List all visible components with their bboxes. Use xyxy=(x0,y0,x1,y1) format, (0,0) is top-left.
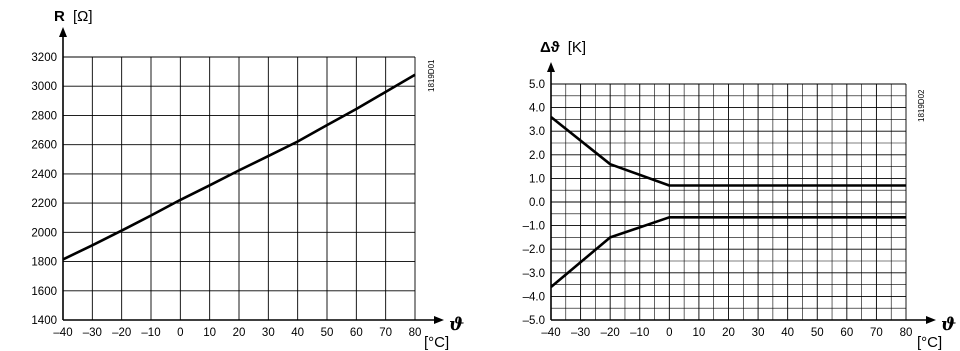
chart1-y-tick-label: 2600 xyxy=(31,140,57,152)
chart1-axes xyxy=(59,27,444,324)
chart1-x-tick-label: 0 xyxy=(177,327,183,339)
chart1-y-tick-label: 1600 xyxy=(31,286,57,298)
chart1-y-tick-label: 1400 xyxy=(31,315,57,327)
chart2-y-unit: [K] xyxy=(568,39,586,56)
chart2-series xyxy=(550,115,906,288)
chart2-x-tick-label: –30 xyxy=(571,327,590,339)
chart2-y-tick-label: 1.0 xyxy=(529,173,545,185)
chart2-x-tick-label: 0 xyxy=(666,327,672,339)
chart2-x-tick-label: 50 xyxy=(811,327,824,339)
chart2-x-tick-label: 80 xyxy=(900,327,913,339)
chart1-figure-code: 1819D01 xyxy=(427,59,436,92)
chart1-x-tick-label: 50 xyxy=(321,327,334,339)
tolerance-chart: –40 –30 –20 –10 0 10 20 30 40 50 60 70 80 –5.0 –4.0 –3… xyxy=(523,39,957,351)
chart2-y-tick-label: 0.0 xyxy=(529,197,545,209)
chart1-y-tick-label: 2800 xyxy=(31,110,57,122)
chart1-x-tick-label: –10 xyxy=(141,327,160,339)
chart2-y-symbol: Δϑ xyxy=(540,39,560,56)
chart2-x-unit: [°C] xyxy=(917,334,942,351)
chart1-x-tick-label: 30 xyxy=(262,327,275,339)
chart1-x-tick-labels: –40 –30 –20 –10 0 10 20 30 40 50 60 70 80 xyxy=(53,327,421,339)
chart2-y-tick-label: –3.0 xyxy=(523,268,545,280)
chart2-x-tick-label: –20 xyxy=(601,327,620,339)
chart2-x-tick-label: 10 xyxy=(693,327,706,339)
chart1-x-tick-label: 60 xyxy=(350,327,363,339)
chart1-y-unit: [Ω] xyxy=(73,8,93,25)
chart2-y-tick-label: –1.0 xyxy=(523,221,545,233)
chart1-y-tick-label: 1800 xyxy=(31,257,57,269)
chart2-x-tick-labels: –40 –30 –20 –10 0 10 20 30 40 50 60 70 80 xyxy=(541,327,912,339)
chart2-y-tick-label: –4.0 xyxy=(523,291,545,303)
resistance-chart: –40 –30 –20 –10 0 10 20 30 40 50 60 70 80 1400 1600 18… xyxy=(31,8,464,351)
chart1-y-tick-label: 2200 xyxy=(31,198,57,210)
chart1-y-axis-arrow xyxy=(59,27,67,37)
chart2-series-line-2 xyxy=(550,216,906,288)
chart1-x-tick-label: –30 xyxy=(83,327,102,339)
chart1-x-symbol: ϑ xyxy=(449,314,464,335)
chart1-x-tick-label: –20 xyxy=(112,327,131,339)
chart1-y-tick-label: 3000 xyxy=(31,81,57,93)
chart2-series-line-1 xyxy=(550,115,906,187)
chart2-figure-code: 1819D02 xyxy=(917,89,926,122)
chart2-x-tick-label: 60 xyxy=(840,327,853,339)
chart1-x-tick-label: 80 xyxy=(409,327,422,339)
chart2-y-tick-label: 2.0 xyxy=(529,150,545,162)
chart1-x-tick-label: 70 xyxy=(379,327,392,339)
chart2-x-tick-label: 40 xyxy=(781,327,794,339)
chart1-y-tick-label: 3200 xyxy=(31,52,57,64)
chart1-grid xyxy=(63,56,416,320)
chart1-x-axis-arrow xyxy=(434,316,444,324)
chart1-y-tick-label: 2000 xyxy=(31,227,57,239)
chart2-x-symbol: ϑ xyxy=(941,314,956,335)
chart2-x-tick-label: 30 xyxy=(752,327,765,339)
chart2-axes xyxy=(547,62,936,324)
chart2-y-axis-arrow xyxy=(547,62,555,72)
chart1-x-tick-label: 40 xyxy=(291,327,304,339)
chart1-y-tick-label: 2400 xyxy=(31,169,57,181)
chart2-y-tick-label: 3.0 xyxy=(529,126,545,138)
chart2-y-tick-label: 4.0 xyxy=(529,103,545,115)
chart2-y-axis-title: Δϑ [K] xyxy=(540,39,586,56)
chart2-y-tick-labels: –5.0 –4.0 –3.0 –2.0 –1.0 0.0 1.0 2.0 3.0 4.0 5.0 xyxy=(523,79,545,327)
chart2-x-tick-label: 70 xyxy=(870,327,883,339)
chart1-y-symbol: R xyxy=(54,8,65,25)
chart1-series xyxy=(62,73,416,261)
chart2-x-tick-label: –40 xyxy=(541,327,560,339)
chart1-x-tick-label: 20 xyxy=(233,327,246,339)
chart2-grid xyxy=(551,83,907,320)
chart1-x-tick-label: 10 xyxy=(203,327,216,339)
chart1-x-unit: [°C] xyxy=(424,334,449,351)
chart2-y-tick-label: 5.0 xyxy=(529,79,545,91)
chart2-x-tick-label: –10 xyxy=(630,327,649,339)
chart2-y-tick-label: –2.0 xyxy=(523,244,545,256)
chart1-series-line-1 xyxy=(62,73,416,261)
chart2-x-axis-arrow xyxy=(926,316,936,324)
chart1-y-tick-labels: 1400 1600 1800 2000 2200 2400 2600 2800 3000 3200 xyxy=(31,52,57,327)
chart1-x-tick-label: –40 xyxy=(53,327,72,339)
chart2-y-tick-label: –5.0 xyxy=(523,315,545,327)
chart2-x-tick-label: 20 xyxy=(722,327,735,339)
chart1-y-axis-title: R [Ω] xyxy=(54,8,93,25)
